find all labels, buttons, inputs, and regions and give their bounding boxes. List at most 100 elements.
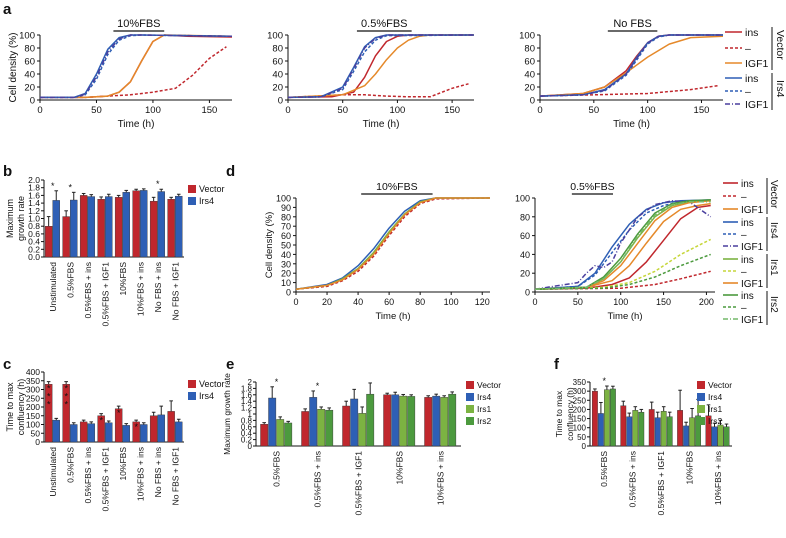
c-category-label: 10%FBS + ins: [135, 447, 145, 501]
d1-xtick-label: 0: [293, 297, 298, 307]
c-bar-irs4: [70, 424, 78, 443]
d2-ytick-label: 60: [520, 231, 530, 241]
a2-series-vector-igf1: [287, 34, 474, 99]
c-category-label: No FBS + IGF1: [170, 447, 180, 506]
a3-ytick-label: 20: [524, 83, 535, 94]
c-ytick-label: 150: [26, 411, 40, 421]
c-significance: *: [134, 422, 138, 432]
f-ytick-label: 200: [573, 405, 587, 414]
a2-series-vector-: [287, 83, 469, 99]
a1-xtick-label: 50: [91, 105, 102, 116]
e-bar-irs2: [325, 409, 334, 447]
f-ytick-label: 250: [573, 396, 587, 405]
f-ytick-label: 0: [582, 442, 587, 451]
a1-xtick-label: 0: [37, 105, 42, 116]
c-ytick-label: 400: [26, 367, 40, 377]
legend-d: ins – IGF1 ins – IGF1 ins – IGF1 ins – I…: [723, 178, 779, 326]
e-bar-irs2: [366, 393, 375, 447]
e-bar-irs2: [284, 422, 293, 447]
c-significance: *: [64, 392, 68, 402]
d2-title: 0.5%FBS: [570, 181, 614, 193]
legend-d-irs4-dash: –: [741, 230, 747, 241]
c-category-label: 0.5%FBS: [65, 447, 75, 483]
d1-xtick-label: 20: [322, 297, 332, 307]
d2-xtick-label: 0: [532, 297, 537, 307]
a1-series-irs4-ins: [40, 34, 233, 99]
c-bar-irs4: [122, 425, 130, 443]
c-bar-vector: [149, 415, 158, 443]
d2-xtick-label: 50: [573, 297, 583, 307]
f-bar-irs2: [610, 388, 616, 447]
e-bar-irs1: [399, 395, 408, 447]
c-ytick-label: 0: [35, 437, 40, 447]
a2-xtick-label: 50: [337, 105, 348, 116]
e-category-label: 0.5%FBS: [272, 451, 282, 487]
a3-series-irs4-igf1: [539, 34, 723, 97]
legend-a-irs4-dash: –: [745, 86, 751, 98]
c-legend-swatch: [188, 380, 196, 388]
legend-d-irs4-ins: ins: [741, 218, 754, 229]
e-y-axis-label: Maximum growth rate: [222, 373, 232, 455]
b-ytick-label: 1.4: [28, 198, 40, 208]
f-bar-irs4: [654, 417, 661, 447]
f-bar-irs2: [723, 426, 730, 447]
d1-ytick-label: 80: [281, 212, 291, 222]
d2-x-axis-label: Time (h): [607, 311, 642, 322]
legend-d-irs2-dash: –: [741, 303, 747, 314]
b-bar-irs4: [157, 191, 165, 258]
d2-series-irs1-igf1: [534, 200, 711, 290]
e-legend-vector: Vector: [477, 380, 501, 390]
e-legend-swatch: [466, 381, 474, 389]
d1-series-irs4: [295, 197, 490, 290]
d2-series-vector-igf1: [534, 202, 711, 290]
e-bar-irs4: [268, 397, 277, 447]
b-legend-swatch: [188, 197, 196, 205]
a2-ytick-label: 80: [272, 44, 283, 55]
a2-ytick-label: 60: [272, 57, 283, 68]
f-ytick-label: 50: [577, 433, 586, 442]
d2-ytick-label: 40: [520, 250, 530, 260]
legend-a-vec-ins: ins: [745, 27, 758, 39]
a3-xtick-label: 0: [537, 105, 542, 116]
c-category-label: No FBS + ins: [153, 447, 163, 497]
f-bar-irs1: [689, 417, 696, 447]
c-bar-vector: [167, 411, 175, 443]
f-legend-irs4: Irs4: [708, 392, 722, 402]
b-ytick-label: 0.0: [28, 252, 40, 262]
legend-d-irs4: Irs4: [768, 222, 779, 239]
e-legend-irs4: Irs4: [477, 392, 491, 402]
a2-series-irs4-: [287, 34, 475, 99]
a3-ytick-label: 100: [519, 31, 535, 42]
b-category-label: No FBS + ins: [153, 262, 163, 312]
f-bar-vector: [648, 409, 655, 447]
d2-xtick-label: 150: [656, 297, 671, 307]
b-ytick-label: 1.2: [28, 206, 40, 216]
chart-b-growth-rate: 0.00.20.40.60.81.01.21.41.61.82.0 * Unstim…: [5, 175, 225, 327]
chart-d-05fbs: 0 20 40 60 80 100 0 50 100 150 200 Time (h) 0.5%FBS: [515, 181, 715, 322]
b-category-label: 10%FBS: [118, 262, 128, 296]
f-category-label: 0.5%FBS: [599, 451, 609, 487]
c-ytick-label: 350: [26, 376, 40, 386]
e-bar-irs4: [309, 397, 318, 447]
a1-series-vector-ins: [40, 34, 233, 99]
d1-series-irs2: [295, 197, 490, 290]
panel-letter-b: b: [3, 163, 12, 180]
a3-xtick-label: 150: [694, 105, 710, 116]
b-bar-irs4: [70, 199, 78, 258]
a2-ytick-label: 40: [272, 70, 283, 81]
a2-ytick-label: 100: [267, 31, 283, 42]
b-bar-irs4: [122, 192, 130, 258]
a1-ytick-label: 100: [19, 31, 35, 42]
c-category-label: 0.5%FBS + ins: [83, 447, 93, 503]
b-y-axis-label: Maximum: [5, 199, 15, 238]
panel-letter-c: c: [3, 356, 11, 373]
d1-ytick-label: 90: [281, 203, 291, 213]
d1-xtick-label: 80: [415, 297, 425, 307]
e-bar-irs4: [432, 395, 441, 447]
legend-a: ins – IGF1 ins – IGF1 Vector Irs4: [725, 27, 786, 111]
e-ytick-label: 1.4: [241, 397, 253, 406]
legend-d-irs1: Irs1: [768, 259, 779, 276]
a1-series-vector-igf1: [40, 34, 233, 99]
